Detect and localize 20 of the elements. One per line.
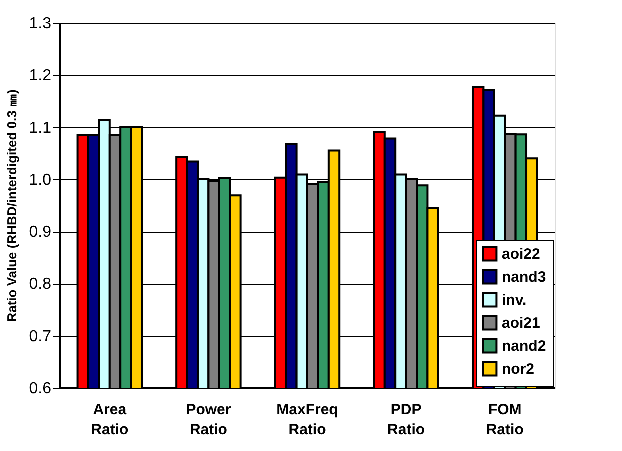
x-tick-label: FOM Ratio [486,402,524,438]
legend-label: nor2 [502,361,535,378]
x-tick-label: PDP Ratio [388,402,426,438]
y-tick-label: 1.3 [29,16,52,32]
y-tick-label: 0.7 [29,328,52,346]
y-tick-label: 0.9 [29,224,52,242]
y-tick-label: 0.6 [29,380,52,398]
x-tick-label: Power Ratio [186,402,232,438]
legend-label: aoi22 [502,246,540,263]
legend-label: inv. [502,292,527,309]
x-tick-label: MaxFreq Ratio [276,402,338,438]
y-tick-label: 1.1 [29,120,52,137]
y-tick-label: 1.0 [29,172,52,189]
y-tick-label: 1.2 [29,68,52,85]
legend-label: nand2 [502,338,546,355]
y-tick-label: 0.8 [29,276,52,294]
legend-label: aoi21 [502,315,540,332]
x-tick-label: Area Ratio [91,402,129,438]
legend-label: nand3 [502,269,546,286]
y-axis-title: Ratio Value (RHBD/interdigited 0.3 ㎜) [4,90,20,322]
